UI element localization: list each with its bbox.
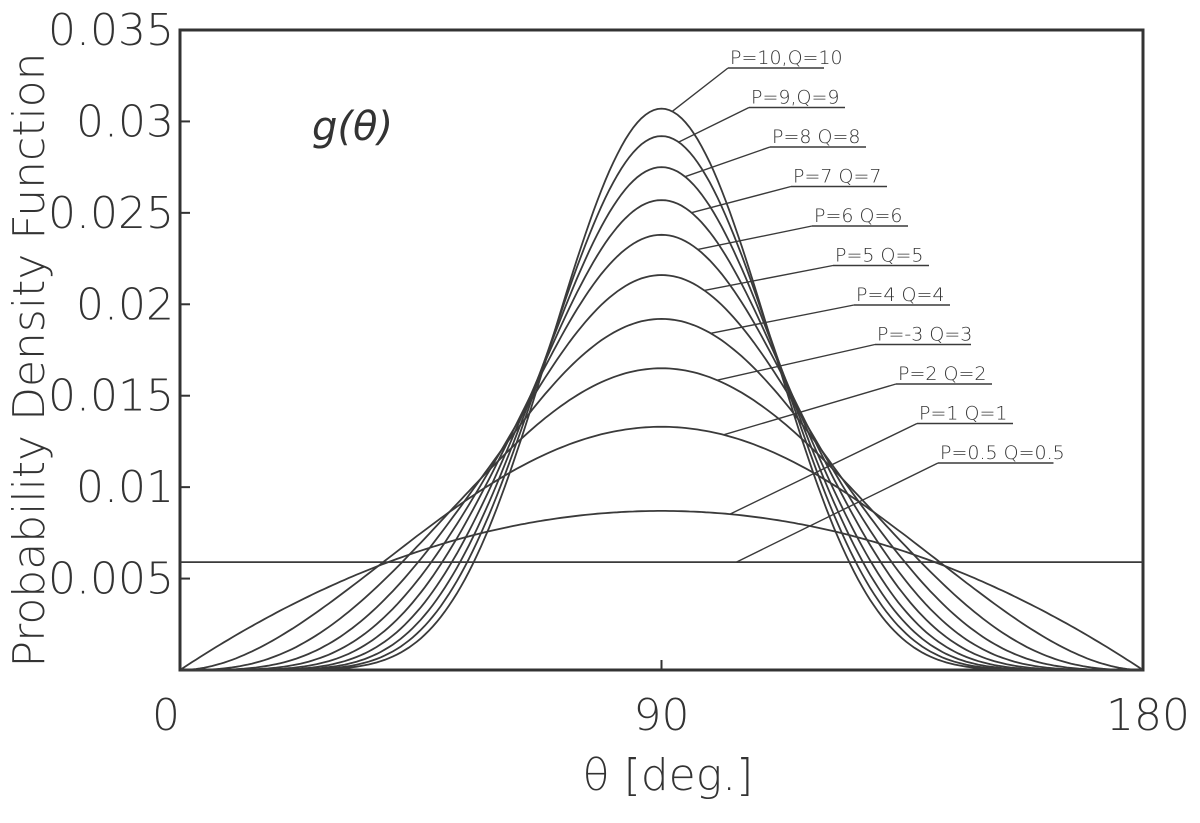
leader-line	[691, 185, 792, 214]
leader-line	[729, 422, 918, 515]
y-axis-title: Probability Density Function	[4, 53, 55, 668]
series-label: P=0.5 Q=0.5	[940, 442, 1065, 464]
series-label: P=2 Q=2	[898, 363, 986, 385]
annotation-g-theta: g(θ)	[312, 104, 393, 150]
series-line-7	[180, 317, 1143, 671]
y-tick-label: 0.005	[48, 554, 174, 605]
x-axis-title: θ [deg.]	[583, 750, 754, 801]
leader-lines-group	[671, 67, 1054, 563]
series-label: P=6 Q=6	[814, 205, 902, 227]
leader-line	[697, 225, 813, 251]
y-tick-label: 0.015	[48, 371, 174, 422]
series-line-1	[180, 107, 1143, 671]
series-line-6	[180, 274, 1143, 671]
x-ticks-group: 0 90 180	[152, 660, 1190, 741]
curve-labels-group: P=10,Q=10 P=9,Q=9 P=8 Q=8 P=7 Q=7 P=6 Q=6 P=5…	[730, 47, 1065, 464]
x-tick-label: 180	[1106, 690, 1190, 741]
series-line-8	[180, 367, 1143, 671]
series-line-3	[180, 166, 1143, 671]
leader-line	[736, 462, 939, 563]
series-label: P=1 Q=1	[919, 403, 1007, 425]
series-line-5	[180, 233, 1143, 671]
series-line-9	[179, 425, 1144, 671]
leader-line	[716, 343, 876, 381]
y-tick-label: 0.03	[76, 96, 174, 147]
series-line-2	[180, 135, 1143, 671]
series-label: P=7 Q=7	[793, 166, 881, 188]
x-tick-label: 90	[634, 690, 690, 741]
leader-line	[710, 304, 855, 335]
series-label: P=10,Q=10	[730, 47, 843, 69]
series-label: P=8 Q=8	[772, 126, 860, 148]
y-ticks-group: 0.005 0.01 0.015 0.02 0.025 0.03 0.035	[48, 5, 190, 605]
y-tick-label: 0.02	[76, 279, 174, 330]
y-tick-label: 0.01	[76, 462, 174, 513]
y-tick-label: 0.025	[48, 188, 174, 239]
y-tick-label: 0.035	[48, 5, 174, 56]
leader-line	[704, 264, 834, 292]
series-line-4	[180, 199, 1143, 671]
series-label: P=4 Q=4	[856, 284, 944, 306]
leader-line	[723, 383, 897, 436]
series-label: P=5 Q=5	[835, 245, 923, 267]
series-label: P=9,Q=9	[751, 87, 839, 109]
curves-group	[179, 107, 1144, 671]
series-label: P=-3 Q=3	[877, 324, 972, 346]
leader-line	[684, 146, 771, 178]
leader-line	[678, 106, 750, 143]
leader-line	[671, 67, 729, 112]
series-line-10	[179, 510, 1144, 671]
x-tick-label: 0	[152, 690, 180, 741]
